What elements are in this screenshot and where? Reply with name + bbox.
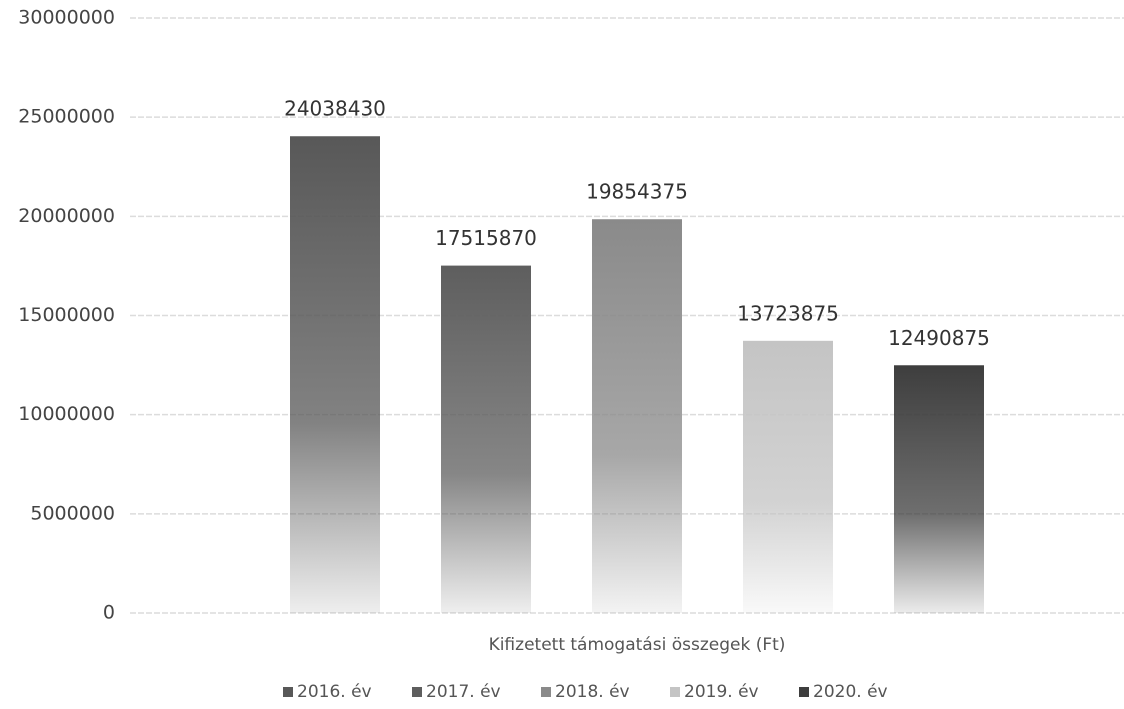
y-tick-label: 0	[103, 602, 115, 624]
legend-label: 2019. év	[684, 682, 759, 702]
legend-swatch	[799, 687, 809, 697]
y-tick-label: 5000000	[30, 502, 115, 524]
x-tick-label: Kifizetett támogatási összegek (Ft)	[489, 635, 786, 655]
y-tick-label: 15000000	[18, 304, 115, 326]
bar	[743, 340, 833, 613]
bar	[894, 365, 984, 613]
data-label: 19854375	[586, 180, 688, 204]
y-tick-label: 20000000	[18, 205, 115, 227]
legend-label: 2018. év	[555, 682, 630, 702]
bar	[592, 219, 682, 613]
legend-swatch	[283, 687, 293, 697]
legend-label: 2017. év	[426, 682, 501, 702]
bar	[290, 136, 380, 614]
data-label: 12490875	[888, 326, 990, 350]
data-label: 24038430	[284, 97, 386, 121]
data-label: 13723875	[737, 301, 839, 325]
legend-swatch	[412, 687, 422, 697]
legend-label: 2016. év	[297, 682, 372, 702]
bar	[441, 265, 531, 613]
legend-label: 2020. év	[813, 682, 888, 702]
y-tick-label: 30000000	[18, 7, 115, 29]
data-label: 17515870	[435, 226, 537, 250]
y-tick-label: 10000000	[18, 403, 115, 425]
legend-swatch	[541, 687, 551, 697]
legend-swatch	[670, 687, 680, 697]
y-tick-label: 25000000	[18, 106, 115, 128]
